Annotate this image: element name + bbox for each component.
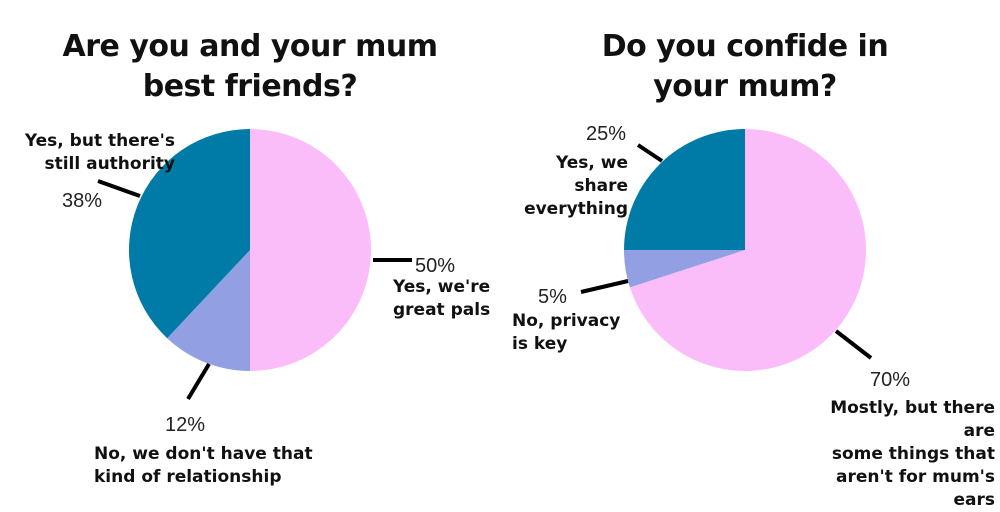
chart-2-title: Do you confide in your mum? xyxy=(565,27,925,107)
chart-1-slice-3-percent: 38% xyxy=(62,190,103,212)
chart-2-slice-1-percent: 70% xyxy=(870,369,911,391)
chart-2-slice-1-label: Mostly, but there are some things that a… xyxy=(795,397,995,512)
chart-2-slice-3 xyxy=(624,129,745,250)
chart-1-slice-1-label: Yes, we're great pals xyxy=(393,276,490,322)
chart-2-slice-1-label-line-2: some things that xyxy=(831,444,995,464)
chart-1-slice-2 xyxy=(167,250,250,371)
chart-2-slice-1-label-line-3: aren't for mum's ears xyxy=(836,467,995,510)
chart-2-slice-2-label-line-1: No, privacy xyxy=(512,311,621,331)
chart-1-title-line-1: Are you and your mum xyxy=(62,29,438,64)
chart-1-slice-1-label-line-2: great pals xyxy=(393,300,491,320)
chart-2-title-line-1: Do you confide in xyxy=(601,29,889,64)
chart-1-title: Are you and your mum best friends? xyxy=(60,27,440,107)
chart-1-slice-1-label-line-1: Yes, we're xyxy=(393,277,491,297)
chart-2-slice-2-percent: 5% xyxy=(538,286,567,308)
chart-1-slice-2-percent: 12% xyxy=(165,414,206,436)
chart-2-title-line-2: your mum? xyxy=(653,69,837,104)
chart-2-leader-line-2 xyxy=(580,279,629,294)
pie-charts xyxy=(97,128,873,401)
chart-2-slice-3-label-line-2: everything xyxy=(524,199,628,219)
chart-2-slice-3-label: Yes, we share everything xyxy=(506,152,628,221)
chart-2-slice-2-label: No, privacy is key xyxy=(512,310,620,356)
chart-2-slice-3-label-line-1: Yes, we share xyxy=(555,153,628,196)
chart-1-slice-1-percent: 50% xyxy=(415,255,456,277)
chart-2-leader-line-3 xyxy=(636,143,664,163)
chart-1-slice-2-label: No, we don't have that kind of relations… xyxy=(94,443,313,489)
chart-1-slice-2-label-line-2: kind of relationship xyxy=(94,467,282,487)
chart-2-slice-2-label-line-2: is key xyxy=(512,334,568,354)
chart-1-slice-3-label: Yes, but there's still authority xyxy=(15,130,175,176)
chart-2-slice-3-percent: 25% xyxy=(586,123,627,145)
chart-1-slice-1 xyxy=(250,129,371,371)
chart-canvas: Are you and your mum best friends? 50% Y… xyxy=(15,27,995,510)
chart-1-title-line-2: best friends? xyxy=(142,69,358,104)
chart-1-leader-line-2 xyxy=(186,362,211,401)
chart-1-slice-3-label-line-2: still authority xyxy=(44,154,175,174)
chart-2-leader-line-1 xyxy=(834,329,873,360)
chart-1-slice-2-label-line-1: No, we don't have that xyxy=(94,444,313,464)
chart-1-leader-line-3 xyxy=(97,179,141,198)
chart-2-slice-1-label-line-1: Mostly, but there are xyxy=(830,398,995,441)
chart-2-slice-2 xyxy=(624,250,745,288)
chart-1-slice-3 xyxy=(128,128,250,339)
chart-2-slice-1 xyxy=(629,129,866,371)
chart-1-slice-3-label-line-1: Yes, but there's xyxy=(24,131,175,151)
